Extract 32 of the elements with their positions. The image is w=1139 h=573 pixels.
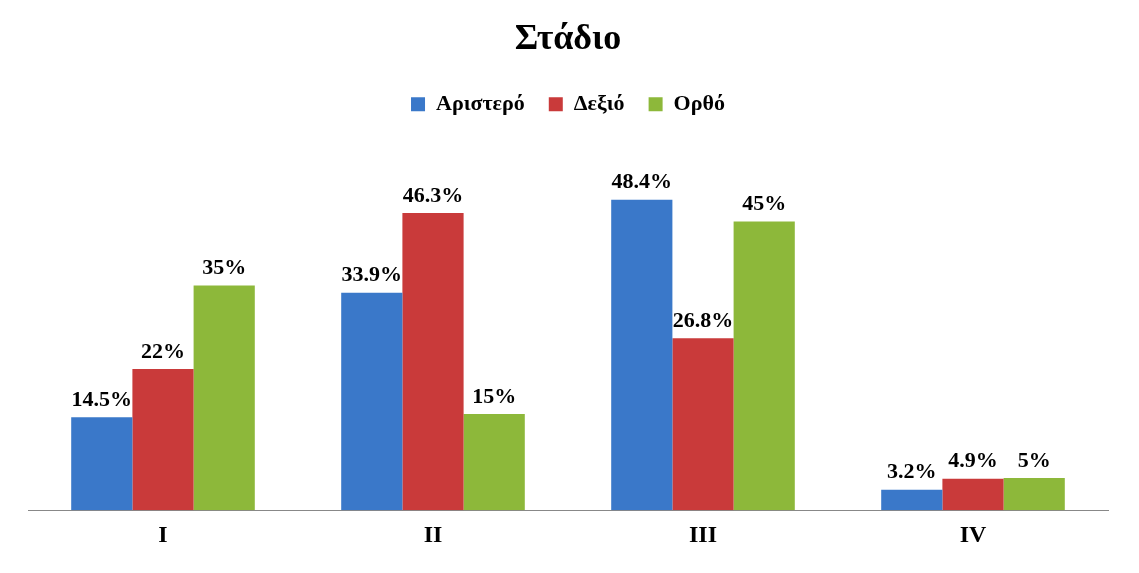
data-label: 5% (1017, 446, 1051, 472)
data-label: 4.9% (948, 447, 998, 473)
x-tick-label: IV (959, 520, 987, 547)
bar (611, 199, 673, 511)
data-label: 46.3% (402, 181, 464, 207)
chart-title: Στάδιο (514, 16, 622, 57)
x-tick-label: I (158, 520, 168, 547)
data-label: 45% (742, 190, 787, 216)
data-label: 22% (141, 337, 185, 363)
bar (71, 417, 133, 511)
x-tick-label: II (423, 520, 443, 547)
data-label: 15% (472, 382, 517, 408)
bar (402, 213, 464, 511)
bar (1003, 478, 1065, 511)
data-label: 3.2% (887, 458, 937, 484)
legend-label: Δεξιό (573, 89, 625, 115)
bar (193, 285, 255, 511)
data-label: 35% (202, 254, 247, 280)
legend-label: Ορθό (673, 89, 725, 115)
x-tick-label: III (688, 520, 718, 547)
bar (463, 413, 525, 511)
data-label: 48.4% (611, 168, 673, 194)
bar (942, 478, 1004, 511)
data-label: 33.9% (341, 261, 403, 287)
bar (733, 221, 795, 511)
bar (672, 338, 734, 511)
data-label: 14.5% (71, 385, 133, 411)
data-label: 26.8% (672, 306, 734, 332)
bar (132, 369, 194, 511)
bar (341, 292, 403, 511)
legend-label: Αριστερό (436, 89, 525, 115)
bar (881, 489, 943, 511)
